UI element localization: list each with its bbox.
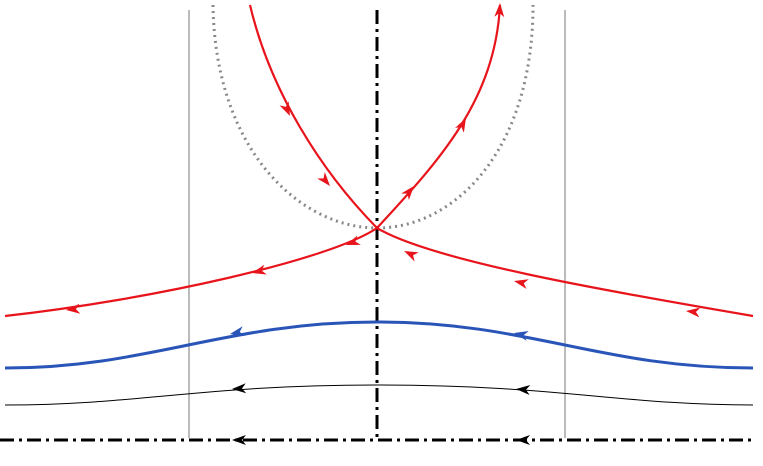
arrow [516, 435, 530, 445]
blue-streamline [4, 320, 754, 370]
black-streamline [4, 384, 754, 406]
red-streamline [248, 4, 378, 229]
arrow [512, 276, 529, 290]
arrow [65, 303, 81, 315]
dotted-curve [211, 4, 535, 230]
black-arrows [231, 383, 531, 445]
arrow [685, 306, 701, 318]
arrow [401, 246, 419, 262]
red-streamline [4, 226, 754, 318]
arrow [231, 383, 247, 394]
red-streamline [376, 4, 502, 229]
red-arrows [65, 2, 701, 318]
arrow [515, 384, 531, 395]
